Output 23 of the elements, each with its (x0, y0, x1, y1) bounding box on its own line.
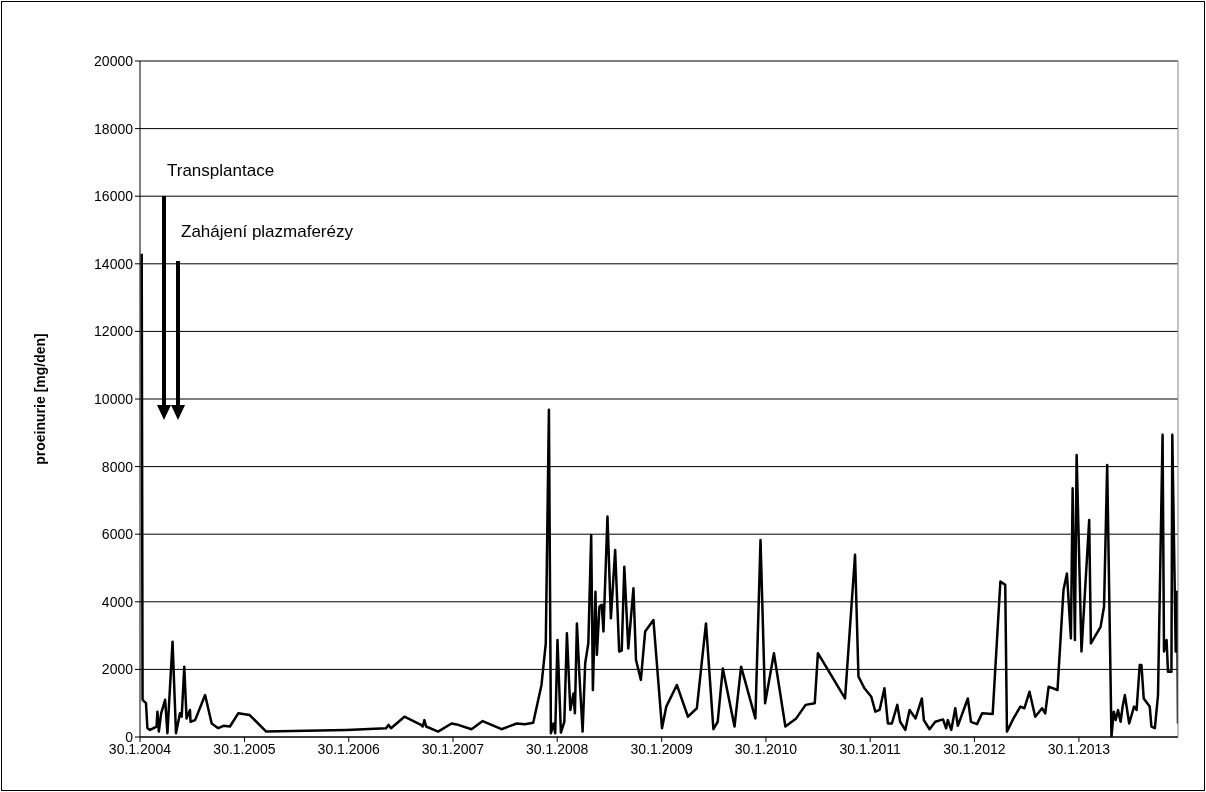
annotation: Transplantace (167, 161, 275, 181)
y-tick-label: 18000 (94, 120, 134, 137)
y-tick-label: 4000 (101, 593, 134, 610)
y-axis-title: proeinurie [mg/den] (31, 333, 48, 465)
x-tick-label: 30.1.2012 (943, 740, 1006, 757)
x-tick-label: 30.1.2010 (734, 740, 798, 757)
x-tick-label: 30.1.2007 (421, 740, 485, 757)
x-tick-label: 30.1.2009 (630, 740, 694, 757)
x-tick-label: 30.1.2011 (839, 740, 901, 757)
y-tick-label: 14000 (94, 255, 134, 272)
y-tick-label: 0 (125, 728, 134, 745)
y-tick-label: 16000 (94, 188, 134, 205)
y-tick-label: 12000 (94, 323, 134, 340)
x-tick-label: 30.1.2005 (213, 740, 276, 757)
y-tick-label: 8000 (101, 458, 134, 475)
annotation: Zahájení plazmaferézy (181, 222, 354, 242)
x-tick-label: 30.1.2006 (317, 740, 381, 757)
y-tick-label: 2000 (101, 661, 134, 678)
y-tick-label: 10000 (94, 390, 134, 407)
y-tick-label: 6000 (101, 526, 134, 543)
x-tick-label: 30.1.2008 (526, 740, 589, 757)
x-tick-label: 30.1.2013 (1047, 740, 1111, 757)
y-tick-label: 20000 (94, 52, 134, 69)
